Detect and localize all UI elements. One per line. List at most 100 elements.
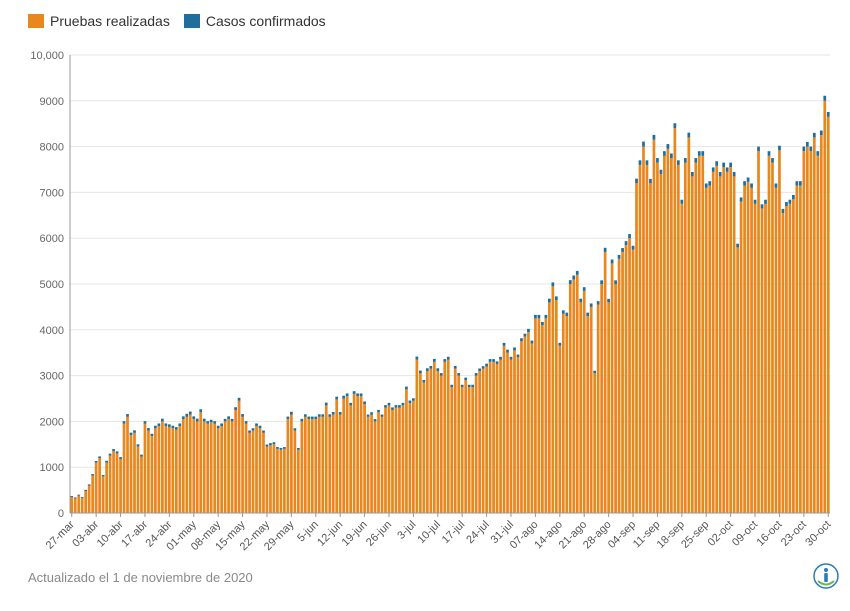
bar-tests[interactable] bbox=[771, 162, 774, 513]
bar-tests[interactable] bbox=[725, 171, 729, 514]
bar-cases[interactable] bbox=[202, 418, 206, 422]
bar-cases[interactable] bbox=[499, 356, 502, 360]
bar-cases[interactable] bbox=[467, 384, 471, 388]
bar-tests[interactable] bbox=[631, 249, 635, 513]
bar-cases[interactable] bbox=[143, 421, 147, 424]
bar-cases[interactable] bbox=[317, 414, 321, 417]
bar-cases[interactable] bbox=[617, 254, 621, 259]
bar-tests[interactable] bbox=[181, 419, 185, 513]
bar-tests[interactable] bbox=[568, 284, 572, 513]
bar-tests[interactable] bbox=[767, 155, 771, 513]
bar-tests[interactable] bbox=[432, 361, 436, 513]
bar-tests[interactable] bbox=[373, 421, 377, 513]
bar-tests[interactable] bbox=[711, 171, 715, 514]
bar-cases[interactable] bbox=[255, 423, 258, 426]
bar-tests[interactable] bbox=[112, 451, 115, 513]
bar-cases[interactable] bbox=[432, 358, 436, 362]
bar-tests[interactable] bbox=[171, 428, 175, 513]
bar-cases[interactable] bbox=[314, 416, 318, 420]
bar-tests[interactable] bbox=[614, 284, 617, 513]
bar-tests[interactable] bbox=[805, 146, 809, 513]
bar-cases[interactable] bbox=[195, 418, 199, 422]
bar-tests[interactable] bbox=[345, 396, 349, 513]
bar-cases[interactable] bbox=[548, 298, 551, 303]
bar-cases[interactable] bbox=[133, 430, 136, 433]
bar-cases[interactable] bbox=[683, 158, 687, 163]
bar-tests[interactable] bbox=[237, 400, 241, 513]
bar-cases[interactable] bbox=[464, 377, 468, 381]
bar-cases[interactable] bbox=[520, 338, 523, 342]
bar-tests[interactable] bbox=[617, 258, 621, 513]
bar-tests[interactable] bbox=[652, 139, 656, 514]
bar-tests[interactable] bbox=[213, 423, 217, 513]
bar-cases[interactable] bbox=[676, 160, 680, 165]
bar-tests[interactable] bbox=[108, 455, 112, 513]
bar-tests[interactable] bbox=[474, 375, 478, 513]
legend-item-cases[interactable]: Casos confirmados bbox=[183, 13, 326, 29]
bar-tests[interactable] bbox=[453, 368, 457, 513]
bar-cases[interactable] bbox=[708, 181, 712, 186]
bar-tests[interactable] bbox=[265, 446, 269, 513]
bar-tests[interactable] bbox=[405, 389, 408, 513]
bar-tests[interactable] bbox=[342, 398, 346, 514]
bar-tests[interactable] bbox=[101, 476, 105, 513]
bar-tests[interactable] bbox=[778, 150, 781, 513]
bar-tests[interactable] bbox=[485, 366, 488, 513]
bar-cases[interactable] bbox=[603, 247, 607, 252]
bar-tests[interactable] bbox=[366, 416, 370, 513]
bar-cases[interactable] bbox=[296, 447, 300, 450]
bar-cases[interactable] bbox=[771, 158, 774, 163]
bar-cases[interactable] bbox=[725, 167, 729, 172]
bar-cases[interactable] bbox=[234, 407, 237, 410]
bar-cases[interactable] bbox=[572, 275, 576, 280]
bar-tests[interactable] bbox=[290, 414, 293, 513]
bar-tests[interactable] bbox=[377, 412, 380, 513]
bar-tests[interactable] bbox=[115, 453, 119, 513]
bar-cases[interactable] bbox=[774, 183, 778, 188]
bar-cases[interactable] bbox=[582, 287, 586, 291]
bar-cases[interactable] bbox=[673, 123, 677, 129]
bar-tests[interactable] bbox=[415, 359, 419, 513]
bar-cases[interactable] bbox=[154, 425, 157, 429]
bar-tests[interactable] bbox=[293, 430, 297, 513]
bar-tests[interactable] bbox=[722, 167, 726, 513]
bar-tests[interactable] bbox=[565, 316, 569, 513]
bar-tests[interactable] bbox=[666, 148, 670, 513]
bar-tests[interactable] bbox=[157, 425, 161, 513]
bar-cases[interactable] bbox=[373, 419, 377, 422]
bar-tests[interactable] bbox=[746, 181, 750, 513]
bar-cases[interactable] bbox=[471, 384, 475, 388]
bar-tests[interactable] bbox=[464, 380, 468, 513]
bar-cases[interactable] bbox=[359, 393, 363, 397]
bar-tests[interactable] bbox=[506, 352, 509, 513]
bar-tests[interactable] bbox=[223, 421, 227, 513]
bar-cases[interactable] bbox=[262, 430, 265, 433]
bar-tests[interactable] bbox=[234, 409, 237, 513]
bar-tests[interactable] bbox=[272, 444, 276, 513]
bar-tests[interactable] bbox=[161, 421, 164, 513]
bar-cases[interactable] bbox=[251, 428, 255, 431]
bar-cases[interactable] bbox=[694, 158, 698, 163]
bar-tests[interactable] bbox=[335, 399, 339, 513]
bar-cases[interactable] bbox=[408, 400, 412, 404]
bar-tests[interactable] bbox=[816, 155, 820, 513]
bar-tests[interactable] bbox=[593, 373, 597, 513]
bar-cases[interactable] bbox=[363, 401, 366, 404]
bar-tests[interactable] bbox=[307, 419, 311, 513]
bar-tests[interactable] bbox=[621, 251, 624, 513]
bar-tests[interactable] bbox=[216, 428, 220, 513]
bar-tests[interactable] bbox=[359, 396, 363, 513]
bar-tests[interactable] bbox=[628, 238, 631, 513]
bar-tests[interactable] bbox=[352, 393, 356, 513]
bar-tests[interactable] bbox=[739, 201, 743, 513]
bar-cases[interactable] bbox=[561, 310, 565, 314]
bar-tests[interactable] bbox=[202, 421, 206, 513]
bar-cases[interactable] bbox=[209, 419, 213, 423]
bar-cases[interactable] bbox=[495, 361, 499, 365]
bar-tests[interactable] bbox=[488, 361, 492, 513]
bar-cases[interactable] bbox=[799, 181, 802, 186]
bar-tests[interactable] bbox=[530, 343, 534, 513]
bar-tests[interactable] bbox=[230, 421, 234, 513]
bar-tests[interactable] bbox=[443, 361, 447, 513]
bar-tests[interactable] bbox=[129, 435, 133, 513]
